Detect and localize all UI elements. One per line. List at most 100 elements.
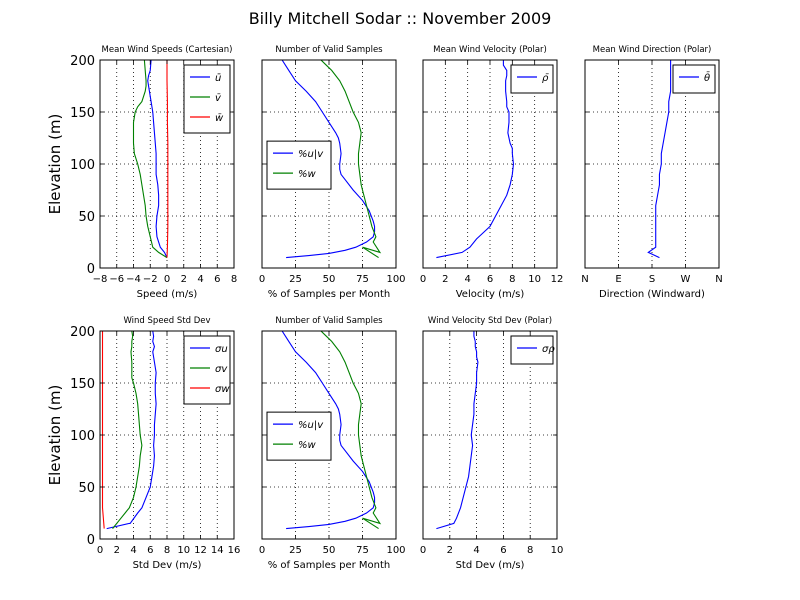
x-tick-label: S [649, 274, 655, 285]
legend-box [266, 140, 332, 190]
x-tick-label: 0 [164, 274, 170, 285]
x-tick-label: 0 [97, 545, 103, 556]
x-axis-label: % of Samples per Month [268, 560, 391, 571]
legend-label: %u|v [298, 420, 324, 431]
series-line [281, 331, 376, 530]
x-tick-label: 6 [500, 545, 506, 556]
subplot-title: Mean Wind Speeds (Cartesian) [102, 45, 233, 55]
legend-box [266, 411, 332, 461]
x-tick-label: 4 [464, 274, 470, 285]
x-axis-label: Std Dev (m/s) [456, 560, 525, 571]
series-line [132, 60, 168, 259]
legend: ū v̄ w̄ [183, 64, 231, 134]
x-tick-label: −4 [126, 274, 141, 285]
x-tick-label: 2 [181, 274, 187, 285]
subplot-7: 0 2 4 6 8 10 Wind Velocity Std Dev (Polar) Std … [420, 316, 564, 571]
x-tick-label: 25 [289, 545, 302, 556]
series-line [436, 331, 479, 530]
y-tick-label: 50 [78, 481, 95, 496]
series-line [320, 60, 382, 259]
legend-box [183, 335, 231, 405]
subplot-title: Wind Speed Std Dev [123, 316, 210, 326]
series-line [101, 331, 105, 529]
legend: %u|v %w [266, 411, 332, 461]
x-axis-label: Velocity (m/s) [456, 289, 525, 300]
x-tick-label: 75 [356, 274, 369, 285]
legend-box [510, 64, 554, 94]
subplot-title: Number of Valid Samples [275, 45, 383, 55]
x-tick-label: 10 [551, 545, 564, 556]
legend: %u|v %w [266, 140, 332, 190]
x-tick-label: N [581, 274, 588, 285]
x-axis-label: Direction (Windward) [599, 289, 705, 300]
x-tick-label: 100 [386, 545, 405, 556]
x-tick-label: 8 [527, 545, 533, 556]
x-axis-label: % of Samples per Month [268, 289, 391, 300]
series-line [106, 331, 157, 530]
x-tick-label: 75 [356, 545, 369, 556]
subplot-title: Mean Wind Direction (Polar) [593, 45, 712, 55]
series-line [647, 60, 672, 259]
x-tick-label: 10 [528, 274, 541, 285]
series-line [281, 60, 376, 259]
x-tick-label: 8 [164, 545, 170, 556]
legend-box [672, 64, 716, 94]
x-tick-label: 4 [473, 545, 479, 556]
legend-label: %w [298, 169, 317, 180]
legend: σρ [510, 335, 555, 365]
legend: θ̄ [672, 64, 716, 94]
x-tick-label: 2 [442, 274, 448, 285]
y-axis-label: Elevation (m) [46, 114, 64, 215]
legend-label: v̄ [215, 93, 222, 104]
legend-label: %u|v [298, 149, 324, 160]
legend: σu σv σw [183, 335, 231, 405]
series-line [320, 331, 382, 530]
legend-label: ū [215, 73, 221, 84]
x-tick-label: 6 [214, 274, 220, 285]
x-tick-label: −6 [109, 274, 124, 285]
x-tick-label: 6 [147, 545, 153, 556]
subplot-4: N E S W N Mean Wind Direction (Polar) Directio… [581, 45, 722, 300]
x-tick-label: 10 [177, 545, 190, 556]
x-axis-label: Speed (m/s) [137, 289, 198, 300]
x-tick-label: 2 [114, 545, 120, 556]
series-line [147, 60, 168, 258]
x-axis-label: Std Dev (m/s) [133, 560, 202, 571]
subplot-title: Mean Wind Velocity (Polar) [433, 45, 547, 55]
x-tick-label: 4 [197, 274, 203, 285]
x-tick-label: 4 [130, 545, 136, 556]
x-tick-label: 0 [259, 274, 265, 285]
x-tick-label: 14 [211, 545, 224, 556]
y-tick-label: 150 [70, 106, 95, 121]
series-line [166, 60, 169, 258]
x-tick-label: 12 [551, 274, 564, 285]
x-tick-label: 25 [289, 274, 302, 285]
x-tick-label: −8 [93, 274, 108, 285]
y-tick-label: 100 [70, 429, 95, 444]
x-tick-label: 6 [487, 274, 493, 285]
y-axis-label: Elevation (m) [46, 385, 64, 486]
y-tick-label: 0 [87, 262, 95, 277]
x-tick-label: 0 [420, 274, 426, 285]
y-tick-label: 50 [78, 210, 95, 225]
x-tick-label: 8 [509, 274, 515, 285]
legend-label: θ̄ [704, 71, 710, 84]
subplot-title: Number of Valid Samples [275, 316, 383, 326]
figure-title: Billy Mitchell Sodar :: November 2009 [249, 9, 552, 28]
x-tick-label: 50 [323, 274, 336, 285]
y-tick-label: 150 [70, 377, 95, 392]
x-tick-label: 0 [420, 545, 426, 556]
x-tick-label: N [715, 274, 722, 285]
x-tick-label: E [615, 274, 621, 285]
subplot-6: 0 25 50 75 100 Number of Valid Samples % of Sa… [259, 316, 406, 571]
x-tick-label: 2 [447, 545, 453, 556]
y-tick-label: 200 [70, 54, 95, 69]
legend-box [510, 335, 554, 365]
x-tick-label: 16 [228, 545, 241, 556]
legend-label: ρ̄ [542, 73, 549, 84]
y-tick-label: 0 [87, 533, 95, 548]
